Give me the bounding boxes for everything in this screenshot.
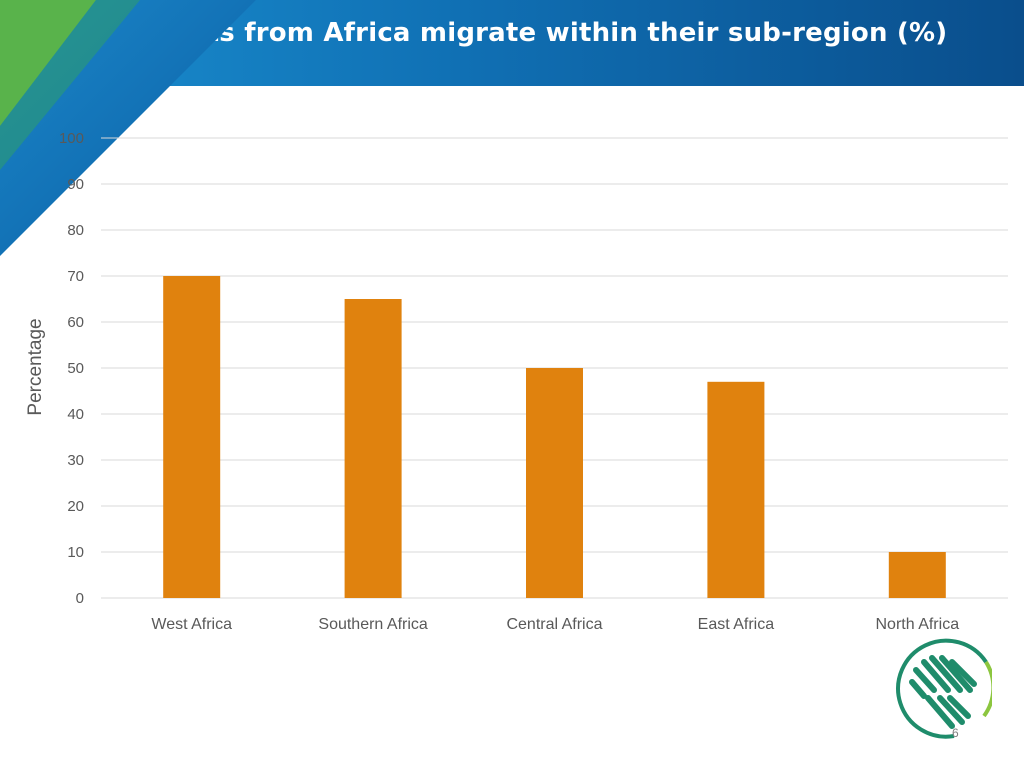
x-axis-categories: West Africa Southern Africa Central Africa… <box>151 616 959 633</box>
x-category-label: North Africa <box>876 616 960 633</box>
y-tick-label: 10 <box>67 544 84 561</box>
x-category-label: Central Africa <box>506 616 602 633</box>
bar-west-africa <box>163 276 220 598</box>
x-category-label: East Africa <box>698 616 775 633</box>
y-tick-label: 0 <box>76 590 84 607</box>
y-tick-label: 100 <box>59 130 84 147</box>
bars <box>163 276 946 598</box>
africa-stripes-logo-icon <box>888 636 992 744</box>
bar-east-africa <box>707 382 764 598</box>
y-tick-label: 90 <box>67 176 84 193</box>
y-tick-label: 60 <box>67 314 84 331</box>
bar-southern-africa <box>345 299 402 598</box>
y-axis-ticks: 0 10 20 30 40 50 60 70 80 90 100 <box>59 130 84 607</box>
y-tick-label: 70 <box>67 268 84 285</box>
x-category-label: Southern Africa <box>318 616 428 633</box>
x-category-label: West Africa <box>151 616 232 633</box>
bar-central-africa <box>526 368 583 598</box>
y-tick-label: 30 <box>67 452 84 469</box>
y-tick-label: 50 <box>67 360 84 377</box>
page-number: 6 <box>952 726 959 740</box>
y-tick-label: 80 <box>67 222 84 239</box>
y-tick-label: 20 <box>67 498 84 515</box>
y-axis-label: Percentage <box>25 318 46 415</box>
y-tick-label: 40 <box>67 406 84 423</box>
bar-north-africa <box>889 552 946 598</box>
